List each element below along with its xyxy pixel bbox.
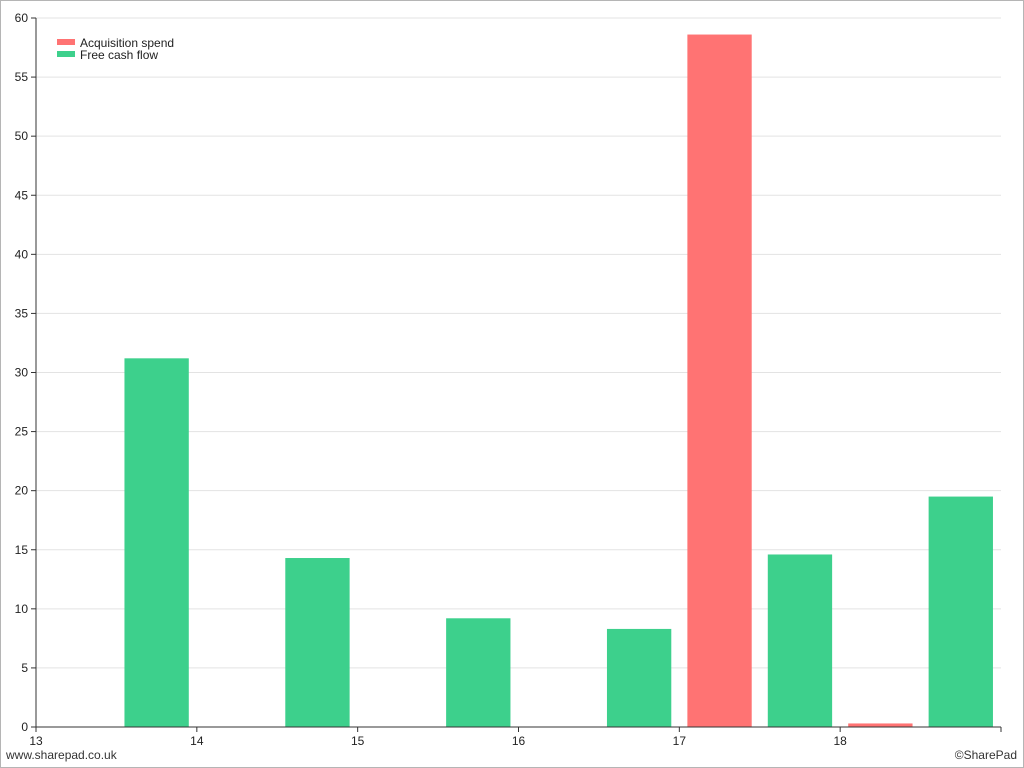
bar-free-cash-flow-15 <box>446 618 511 727</box>
y-tick-label-25: 25 <box>15 425 29 439</box>
bar-free-cash-flow-14 <box>285 558 350 727</box>
bar-free-cash-flow-17 <box>767 554 833 727</box>
footer-copyright: ©SharePad <box>955 748 1017 762</box>
y-tick-label-60: 60 <box>15 11 29 25</box>
y-tick-label-10: 10 <box>15 602 29 616</box>
bar-free-cash-flow-16 <box>606 628 672 727</box>
x-tick-label-16: 16 <box>512 734 526 748</box>
bar-acquisition-spend-17 <box>687 34 752 727</box>
legend-label-acquisition-spend: Acquisition spend <box>80 36 174 50</box>
y-tick-label-40: 40 <box>15 247 29 261</box>
legend-label-free-cash-flow: Free cash flow <box>80 48 158 62</box>
bar-free-cash-flow-18 <box>928 496 993 727</box>
x-tick-label-18: 18 <box>833 734 847 748</box>
x-tick-label-17: 17 <box>673 734 687 748</box>
gridlines <box>36 17 1001 669</box>
y-tick-label-35: 35 <box>15 306 29 320</box>
y-tick-label-30: 30 <box>15 366 29 380</box>
legend-swatch-acquisition-spend <box>57 39 75 45</box>
y-tick-label-50: 50 <box>15 129 29 143</box>
bar-acquisition-spend-18 <box>848 723 913 727</box>
y-tick-label-45: 45 <box>15 188 29 202</box>
x-tick-label-14: 14 <box>190 734 204 748</box>
footer-website: www.sharepad.co.uk <box>5 748 118 762</box>
axes <box>31 17 1002 732</box>
x-tick-label-15: 15 <box>351 734 365 748</box>
tick-labels: 0 5 10 15 20 25 30 35 40 45 50 55 60 13 14 15 16 17 18 <box>15 11 848 748</box>
legend: Acquisition spend Free cash flow <box>57 36 174 62</box>
y-tick-label-0: 0 <box>21 720 28 734</box>
y-tick-label-5: 5 <box>21 661 28 675</box>
y-tick-label-55: 55 <box>15 70 29 84</box>
y-tick-label-20: 20 <box>15 484 29 498</box>
x-tick-label-13: 13 <box>29 734 43 748</box>
legend-swatch-free-cash-flow <box>57 51 75 57</box>
bars <box>124 34 993 727</box>
y-tick-label-15: 15 <box>15 543 29 557</box>
bar-free-cash-flow-13 <box>124 358 189 727</box>
